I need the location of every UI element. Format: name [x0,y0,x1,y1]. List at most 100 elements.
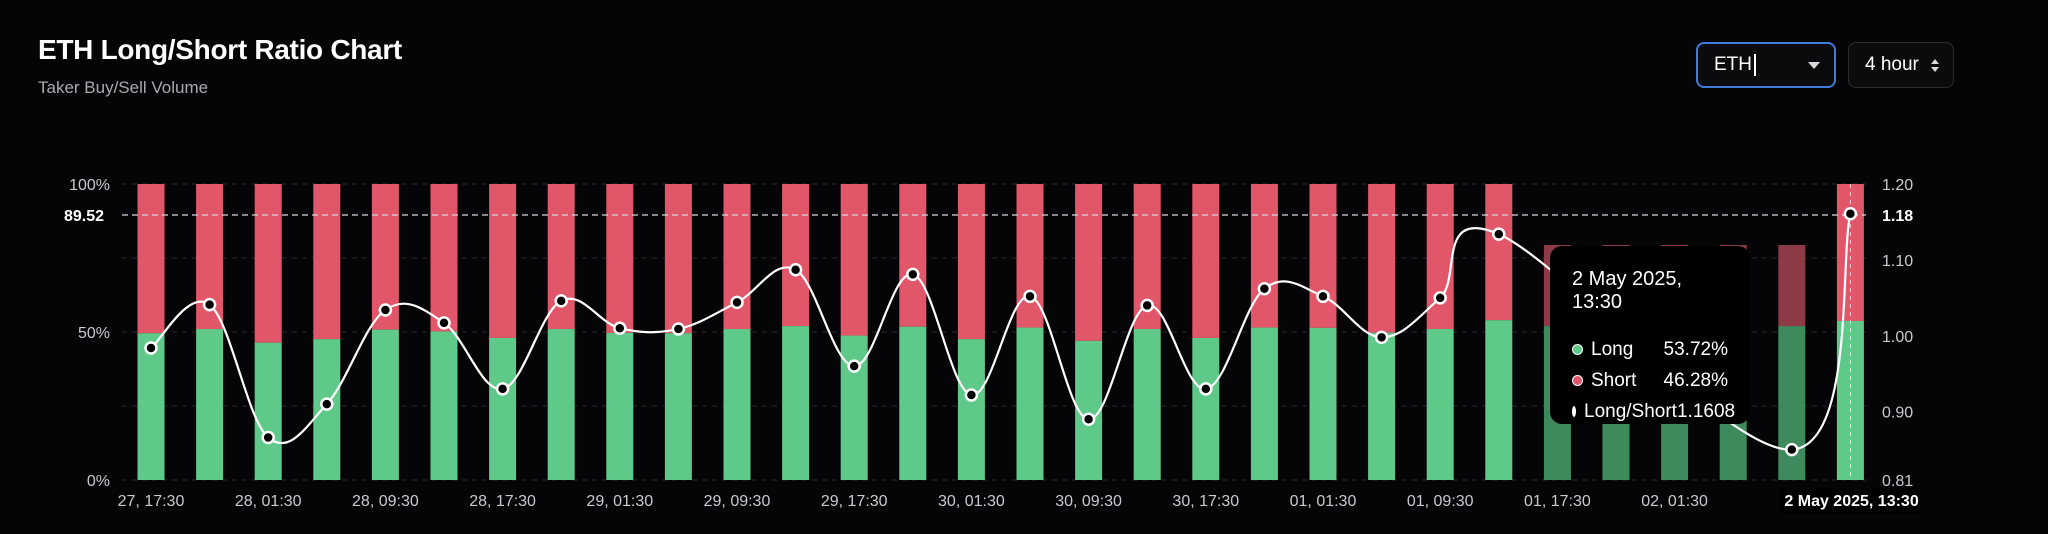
ratio-point [1316,289,1330,304]
page-subtitle: Taker Buy/Sell Volume [38,78,209,97]
x-tick-label: 01, 09:30 [1407,493,1474,510]
tooltip-row-long: Long 53.72% [1572,334,1728,365]
ratio-point [1843,207,1858,221]
ratio-point [554,294,568,308]
bar-short [1075,184,1103,341]
ratio-point [788,263,803,277]
page-title: ETH Long/Short Ratio Chart [38,34,402,65]
chart-controls: ETH 4 hour [1696,42,1954,88]
hover-x-label: 2 May 2025, 13:30 [1784,493,1918,510]
x-tick-label: 29, 17:30 [821,493,888,510]
x-tick-label: 28, 01:30 [235,493,302,510]
y-right-tick-label: 1.10 [1882,253,1913,270]
y-left-tick-label: 0% [87,473,110,490]
y-left-reference-label: 89.52 [64,208,104,225]
ratio-point [202,297,217,312]
bar-short [1309,184,1337,328]
ratio-point [495,382,510,396]
bar-long [1309,327,1337,480]
x-tick-label: 28, 09:30 [352,493,419,510]
coin-select[interactable]: ETH [1696,42,1836,88]
bar-long [430,331,458,480]
tooltip-value: 53.72% [1663,338,1728,360]
x-tick-label: 29, 01:30 [586,493,653,510]
long-dot-icon [1572,344,1583,355]
bar-long [1426,329,1454,480]
bar-short [1192,184,1220,338]
ratio-point [320,397,334,411]
x-tick-label: 27, 17:30 [118,493,185,510]
bar-short [782,184,810,327]
bar-short [1778,245,1806,327]
hover-label-bg [1780,488,1921,514]
ratio-point [847,359,861,373]
ratio-point [1492,227,1506,241]
bar-long [1016,327,1044,480]
x-tick-label: 30, 01:30 [938,493,1005,510]
reference-line [122,184,1866,480]
bar-long [547,329,575,480]
bar-long [723,329,751,480]
bar-short [1368,184,1396,333]
interval-select[interactable]: 4 hour [1848,42,1954,88]
bar-short [254,184,282,343]
bar-long [899,326,927,480]
ratio-point [906,267,920,282]
x-tick-label: 28, 17:30 [469,493,536,510]
tooltip-value: 1.1608 [1676,400,1736,422]
bar-long [137,333,165,480]
bar-long [782,326,810,480]
ratio-point [1785,442,1799,457]
ratio-point [437,316,451,330]
bar-long [840,335,868,480]
up-down-chevron-icon [1931,58,1939,72]
ratio-point [730,295,744,310]
y-right-tick-label: 0.90 [1882,405,1913,422]
x-tick-label: 30, 17:30 [1172,493,1239,510]
bar-long [957,339,985,480]
bar-long [489,337,517,480]
bar-short [957,184,985,340]
bar-long [371,329,399,480]
bar-short [137,184,165,334]
ratio-point [144,341,158,355]
bar-long [664,333,692,480]
x-tick-label: 02, 01:30 [1641,493,1708,510]
ratio-point [671,322,686,336]
y-left-tick-label: 100% [69,177,110,194]
y-left-tick-label: 50% [78,325,110,342]
chart-header: ETH Long/Short Ratio Chart Taker Buy/Sel… [38,34,402,98]
bar-long [1368,332,1396,480]
tooltip-title: 2 May 2025, 13:30 [1572,268,1683,313]
tooltip-label: Short [1591,369,1637,391]
ratio-point [1257,281,1272,296]
x-tick-label: 01, 01:30 [1290,493,1357,510]
bar-long [1778,326,1806,480]
ratio-point [1199,382,1213,396]
bar-short [313,184,341,340]
tooltip-row-short: Short 46.28% [1572,365,1728,396]
ratio-point [261,430,275,445]
bar-short [664,184,692,334]
bar-long [1250,327,1278,480]
bar-short [1250,184,1278,328]
y-right-reference-label: 1.18 [1882,208,1913,225]
bar-short [430,184,458,332]
ratio-point [378,303,393,317]
ratio-point [613,321,627,335]
ratio-point [1433,291,1447,305]
bar-long [1133,329,1161,480]
bar-long [1192,337,1220,480]
ratio-point [964,388,979,402]
ratio-dot-icon [1572,406,1576,417]
bar-long [1485,320,1513,480]
bar-long [254,342,282,480]
chevron-down-icon [1808,61,1820,69]
y-right-tick-label: 1.00 [1882,329,1913,346]
ratio-point [1140,298,1154,313]
bar-short [1836,184,1864,321]
x-tick-label: 29, 09:30 [704,493,771,510]
bar-short [1485,184,1513,321]
chart-tooltip: 2 May 2025, 13:30 Long 53.72% Short 46.2… [1550,246,1750,424]
